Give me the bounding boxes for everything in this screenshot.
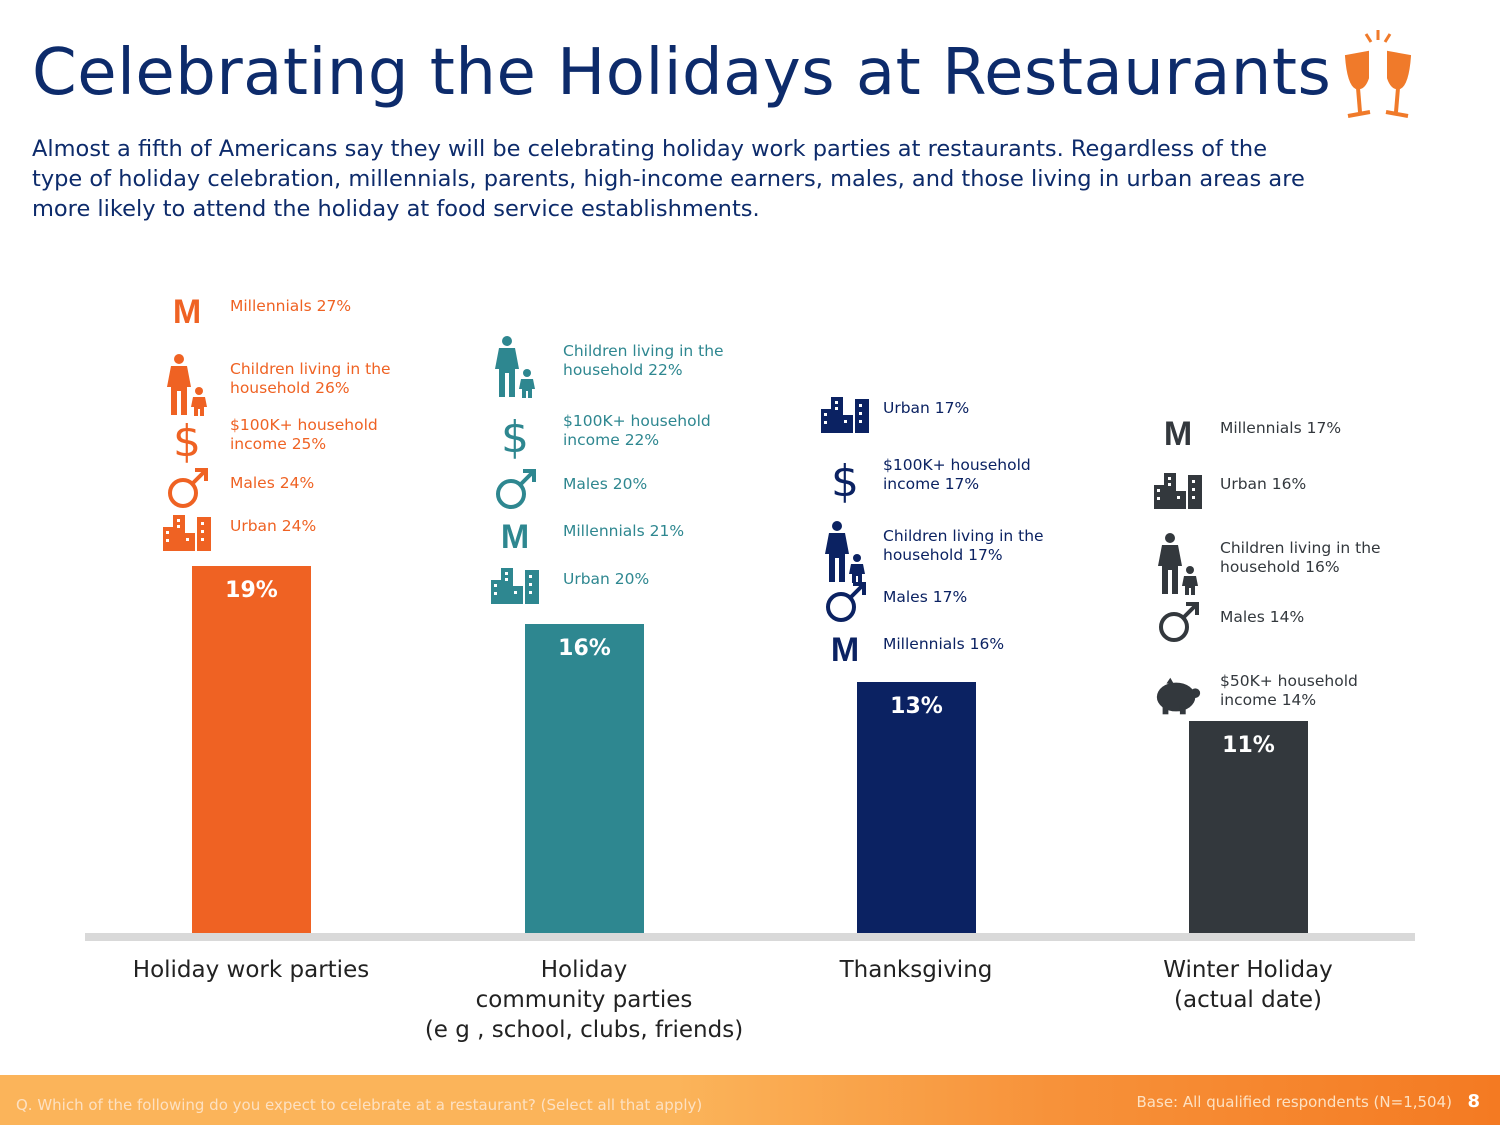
dollar-icon: $ (501, 411, 529, 463)
base-note: Base: All qualified respondents (N=1,504… (1136, 1093, 1452, 1111)
bar-chart: 19% Holiday work parties M Millennials 27% C… (132, 292, 1381, 1044)
bar-value-label: 19% (225, 578, 278, 603)
segment-annotation: Urban 20% (563, 570, 650, 588)
bar-2 (525, 623, 644, 933)
category-label: Holiday work parties (132, 957, 370, 983)
segment-annotation: $50K+ household income 14% (1220, 672, 1358, 709)
bar-3 (857, 681, 976, 933)
segment-annotation: Males 24% (230, 474, 315, 492)
dollar-icon: $ (831, 455, 859, 507)
x-axis-line (85, 933, 1415, 941)
parent-child-icon (490, 332, 540, 402)
millennial-m-icon: M (172, 292, 202, 331)
category-label: Thanksgiving (839, 957, 993, 983)
segment-annotation: $100K+ household income 17% (883, 456, 1031, 493)
bar-value-label: 11% (1222, 732, 1275, 758)
bar-4 (1189, 720, 1308, 933)
segment-annotation: Urban 17% (883, 399, 970, 417)
parent-child-icon (162, 350, 212, 420)
bar-1 (192, 566, 311, 933)
city-buildings-icon (162, 507, 212, 557)
footer-bar (0, 1075, 1500, 1125)
male-symbol-icon (820, 578, 870, 628)
champagne-toast-icon (1344, 30, 1412, 118)
segment-annotation: Children living in the household 22% (563, 342, 724, 379)
segment-annotation: Males 14% (1220, 608, 1305, 626)
city-buildings-icon (1153, 465, 1203, 515)
segment-annotation: Males 20% (563, 475, 648, 493)
segment-annotation: Males 17% (883, 588, 968, 606)
bar-value-label: 13% (890, 693, 943, 719)
millennial-m-icon: M (1163, 414, 1193, 453)
segment-annotation: Millennials 27% (230, 297, 352, 315)
segment-annotation: Urban 24% (230, 517, 317, 535)
segment-annotation: Urban 16% (1220, 475, 1307, 493)
segment-annotation: Millennials 21% (563, 522, 685, 540)
male-symbol-icon (490, 465, 540, 515)
segment-annotation: Millennials 17% (1220, 419, 1342, 437)
piggy-bank-icon (1153, 672, 1203, 722)
page-number: 8 (1467, 1091, 1480, 1112)
segment-annotation: $100K+ household income 22% (563, 412, 711, 449)
category-label: Holiday community parties (e g , school,… (424, 957, 744, 1043)
parent-child-icon (820, 517, 870, 587)
millennial-m-icon: M (500, 517, 530, 556)
subtitle: Almost a fifth of Americans say they wil… (32, 136, 1305, 222)
dollar-icon: $ (173, 415, 201, 467)
survey-question: Q. Which of the following do you expect … (16, 1096, 703, 1114)
segment-annotation: Children living in the household 26% (230, 360, 391, 397)
segment-annotation: $100K+ household income 25% (230, 416, 378, 453)
segment-annotation: Children living in the household 16% (1220, 539, 1381, 576)
male-symbol-icon (1153, 598, 1203, 648)
millennial-m-icon: M (830, 630, 860, 669)
male-symbol-icon (162, 464, 212, 514)
parent-child-icon (1153, 529, 1203, 599)
city-buildings-icon (820, 389, 870, 439)
page-title: Celebrating the Holidays at Restaurants (32, 36, 1332, 110)
segment-annotation: Children living in the household 17% (883, 527, 1044, 564)
bar-value-label: 16% (558, 635, 611, 661)
category-label: Winter Holiday (actual date) (1163, 957, 1333, 1013)
city-buildings-icon (490, 560, 540, 610)
segment-annotation: Millennials 16% (883, 635, 1005, 653)
